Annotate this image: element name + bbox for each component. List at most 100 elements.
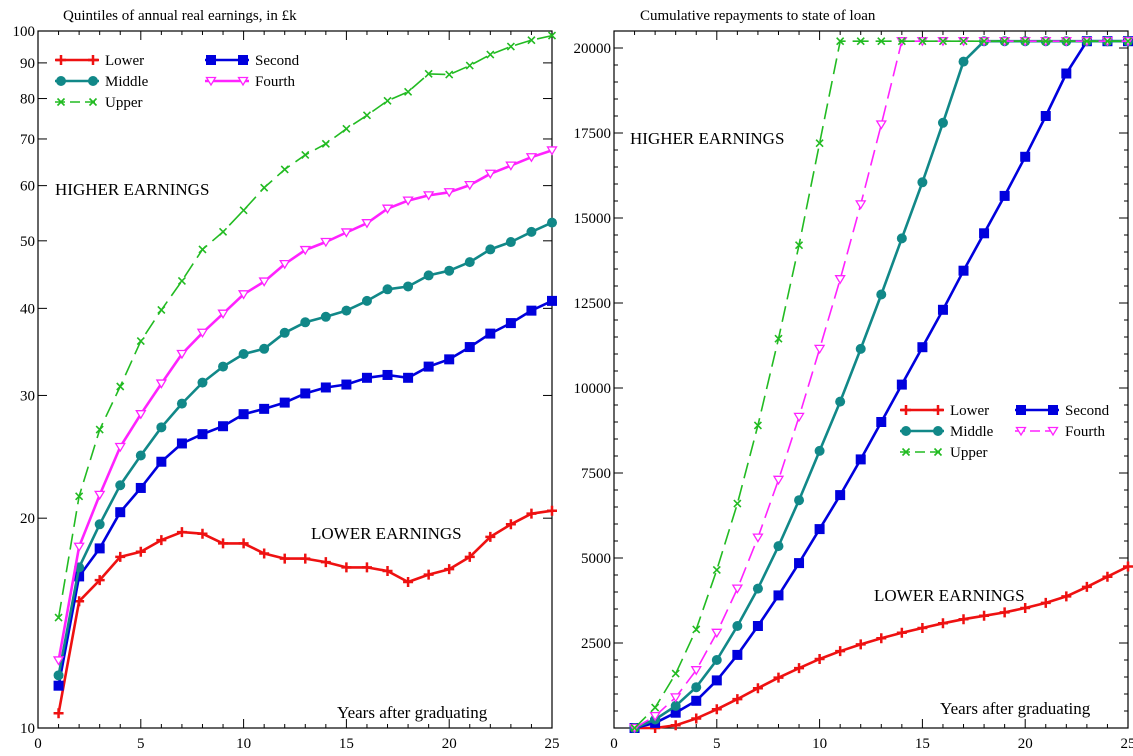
- data-point: [465, 61, 474, 70]
- data-point: [979, 228, 990, 239]
- data-point: [753, 421, 762, 430]
- data-point: [116, 382, 125, 391]
- data-point: [1061, 68, 1072, 79]
- data-point: [218, 361, 229, 372]
- series-middle: [53, 217, 557, 681]
- legend-marker: [56, 55, 66, 65]
- data-point: [259, 343, 270, 354]
- data-point: [547, 505, 557, 516]
- data-point: [712, 565, 721, 574]
- series-line-middle: [57, 221, 553, 676]
- data-point: [1040, 597, 1051, 608]
- legend-marker: [205, 76, 217, 87]
- data-point: [793, 412, 805, 423]
- data-point: [876, 289, 887, 300]
- data-point: [1081, 581, 1092, 592]
- y-tick-label: 15000: [574, 211, 612, 227]
- data-point: [279, 397, 290, 408]
- data-point: [547, 31, 557, 40]
- data-point: [424, 69, 433, 78]
- data-point: [505, 519, 516, 530]
- series-line-second: [57, 299, 553, 686]
- data-point: [218, 227, 228, 236]
- legend-item-lower: Lower: [55, 53, 144, 69]
- data-point: [980, 37, 989, 46]
- y-tick-label: 2500: [581, 636, 611, 652]
- data-point: [691, 713, 702, 724]
- data-point: [115, 480, 126, 491]
- data-point: [752, 583, 763, 594]
- axes: 0 5 10 15 20 25 2500 5000 7500 10000 12500 15000 175…: [574, 30, 1133, 752]
- data-point: [300, 317, 311, 328]
- data-point: [197, 377, 208, 388]
- data-point: [320, 557, 331, 568]
- legend-item-upper: Upper: [900, 445, 988, 461]
- series-second: [53, 295, 557, 691]
- data-point: [115, 507, 126, 518]
- data-point: [815, 139, 824, 148]
- data-point: [1123, 561, 1133, 572]
- plot-frame: [37, 30, 553, 729]
- data-point: [835, 396, 846, 407]
- data-point: [1000, 37, 1009, 46]
- data-point: [937, 304, 948, 315]
- data-point: [403, 372, 414, 383]
- x-tick-label: 15: [915, 736, 930, 752]
- data-point: [505, 318, 516, 329]
- legend-item-upper: Upper: [55, 95, 143, 111]
- data-point: [773, 672, 784, 683]
- data-point: [918, 37, 927, 46]
- data-point: [258, 277, 270, 287]
- plot-frame: [613, 30, 1129, 729]
- data-point: [526, 305, 537, 316]
- data-point: [114, 442, 126, 453]
- data-point: [341, 562, 352, 573]
- legend-marker: [88, 76, 98, 86]
- data-point: [382, 284, 393, 295]
- data-point: [835, 490, 846, 501]
- series-line-fourth: [57, 149, 553, 661]
- data-point: [197, 528, 208, 539]
- x-axis-label: Years after graduating: [337, 703, 488, 722]
- data-point: [361, 295, 372, 306]
- data-point: [135, 482, 146, 493]
- data-point: [1061, 591, 1072, 602]
- data-point: [423, 361, 434, 372]
- data-point: [896, 379, 907, 390]
- data-point: [813, 344, 826, 355]
- data-point: [752, 533, 764, 543]
- data-point: [505, 237, 516, 248]
- legend-label: Middle: [105, 74, 149, 90]
- data-point: [855, 200, 867, 210]
- legend-marker: [1016, 405, 1026, 415]
- data-point: [835, 646, 846, 657]
- data-point: [897, 37, 906, 46]
- data-point: [157, 305, 166, 314]
- data-point: [917, 623, 928, 634]
- data-point: [937, 618, 948, 629]
- data-point: [444, 354, 455, 365]
- legend: Lower Second Middle Fourth Upper: [900, 403, 1110, 461]
- data-point: [732, 649, 743, 660]
- data-point: [156, 535, 167, 546]
- data-point: [938, 37, 948, 46]
- data-point: [423, 569, 434, 580]
- data-point: [280, 165, 289, 174]
- data-point: [464, 257, 475, 268]
- data-point: [959, 37, 968, 46]
- higher-earnings-annotation: HIGHER EARNINGS: [55, 180, 209, 199]
- data-point: [444, 265, 455, 276]
- data-point: [239, 206, 248, 215]
- data-point: [711, 675, 722, 686]
- y-tick-label: 12500: [574, 296, 612, 312]
- data-point: [443, 188, 455, 198]
- data-point: [464, 180, 476, 191]
- data-point: [485, 244, 496, 255]
- legend-label: Second: [255, 53, 300, 69]
- legend-item-middle: Middle: [900, 424, 994, 440]
- data-point: [979, 610, 990, 621]
- higher-earnings-annotation: HIGHER EARNINGS: [630, 129, 784, 148]
- data-point: [525, 153, 538, 163]
- data-point: [711, 628, 723, 639]
- x-tick-label: 5: [137, 736, 145, 752]
